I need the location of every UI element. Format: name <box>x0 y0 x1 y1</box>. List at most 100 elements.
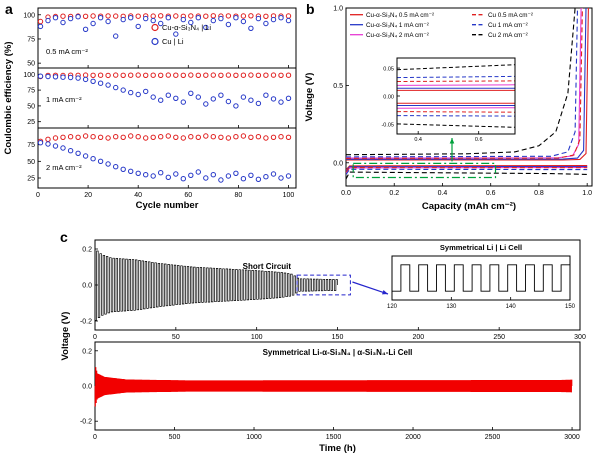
data-point <box>150 94 156 100</box>
y-tick-label: 0.2 <box>82 247 92 254</box>
data-point <box>143 172 149 178</box>
legend-label: Cu-α-Si₃N₄ 1 mA cm⁻² <box>366 22 429 29</box>
data-point <box>255 72 262 79</box>
x-tick-label: 0.4 <box>414 137 422 143</box>
data-point <box>52 74 59 80</box>
data-point <box>270 171 277 177</box>
data-point <box>188 72 194 78</box>
y-tick-label: 75 <box>27 142 35 149</box>
data-point <box>285 72 292 78</box>
data-point <box>52 15 59 21</box>
panel-b-voltage-capacity-chart: 0.0 0.2 0.4 0.6 0.8 1.0 0.0 0.5 1.0 0.4 0.6 0.05 0.0… <box>304 6 593 212</box>
data-point <box>135 170 141 177</box>
y-tick-label: 0.00 <box>383 95 394 101</box>
data-point <box>225 135 232 141</box>
data-point <box>128 15 134 21</box>
data-point <box>113 164 119 170</box>
x-tick-label: 0.6 <box>486 190 496 197</box>
data-point <box>263 92 269 98</box>
x-tick-label: 0 <box>93 434 97 441</box>
series-cu-li-1 <box>37 73 292 109</box>
data-point <box>82 76 89 83</box>
x-tick-label: 500 <box>169 434 181 441</box>
legend-entry-cu-li: Cu | Li <box>151 37 184 46</box>
data-point <box>113 13 119 19</box>
data-point <box>233 72 239 79</box>
inset-line-10 <box>396 115 516 117</box>
data-point <box>120 16 126 23</box>
x-tick-label: 100 <box>283 192 295 199</box>
data-point <box>52 135 59 141</box>
data-point <box>150 173 156 179</box>
data-point <box>285 134 292 141</box>
x-tick-label: 0.2 <box>389 190 399 197</box>
x-tick-label: 2500 <box>485 434 501 441</box>
data-point <box>188 90 194 97</box>
data-point <box>135 13 141 19</box>
data-point <box>188 13 194 19</box>
data-point <box>97 158 104 165</box>
x-tick-label: 1000 <box>246 434 262 441</box>
legend-entry: Cu-α-Si₃N₄ 1 mA cm⁻² <box>350 22 429 29</box>
data-point <box>90 156 96 162</box>
y-tick-label: -0.2 <box>80 419 92 426</box>
x-tick-label: 40 <box>134 192 142 199</box>
data-point <box>263 174 269 180</box>
data-point <box>225 173 232 179</box>
data-point <box>165 133 172 139</box>
data-point <box>128 168 134 175</box>
data-point <box>195 15 202 21</box>
data-point <box>173 134 179 141</box>
data-point <box>150 13 156 19</box>
data-point <box>210 134 217 140</box>
data-point <box>60 13 66 19</box>
data-point <box>120 134 126 141</box>
panel-a-frame-2 <box>37 127 297 189</box>
data-point <box>203 72 209 78</box>
inset-line-2 <box>396 80 516 82</box>
data-point <box>203 101 209 107</box>
y-tick-label: 0.0 <box>333 160 343 167</box>
legend-marker <box>151 37 159 46</box>
data-point <box>97 80 104 86</box>
data-point <box>195 134 202 141</box>
data-point <box>120 87 126 93</box>
legend-label: Cu 1 mA cm⁻² <box>488 22 528 29</box>
data-point <box>135 72 141 78</box>
data-point <box>225 13 232 19</box>
data-point <box>240 133 247 139</box>
data-point <box>218 134 224 141</box>
data-point <box>105 72 111 79</box>
data-point <box>45 136 51 143</box>
data-point <box>82 153 89 159</box>
data-point <box>37 18 44 25</box>
legend-label: Cu 0.5 mA cm⁻² <box>488 12 533 19</box>
data-point <box>173 95 179 102</box>
series-cu-2-plate <box>346 171 588 180</box>
x-axis-title: Cycle number <box>136 200 199 211</box>
legend-label: Cu-α-Si₃N₄ 2 mA cm⁻² <box>366 32 429 39</box>
data-point <box>278 175 284 181</box>
data-point <box>203 24 209 31</box>
short-circuit-label: Short Circuit <box>243 262 292 271</box>
x-tick-label: 80 <box>234 192 242 199</box>
inset-arrow <box>352 281 389 295</box>
y-tick-label: 0.5 <box>333 83 343 90</box>
x-tick-label: 0.4 <box>438 190 448 197</box>
inset-title: Symmetrical Li | Li Cell <box>440 243 522 252</box>
data-point <box>67 15 74 22</box>
data-point <box>225 72 232 78</box>
data-point <box>240 18 247 25</box>
data-point <box>105 135 111 141</box>
data-point <box>263 20 269 27</box>
x-tick-label: 1.0 <box>582 190 592 197</box>
inset-arrow-head <box>382 290 388 295</box>
data-point <box>188 172 194 179</box>
data-point <box>90 78 96 85</box>
data-point <box>248 72 254 78</box>
data-point <box>113 33 119 39</box>
y-tick-label: -0.2 <box>80 319 92 326</box>
data-point <box>158 13 164 19</box>
panel-b-letter: b <box>306 1 315 17</box>
data-point <box>278 134 284 140</box>
